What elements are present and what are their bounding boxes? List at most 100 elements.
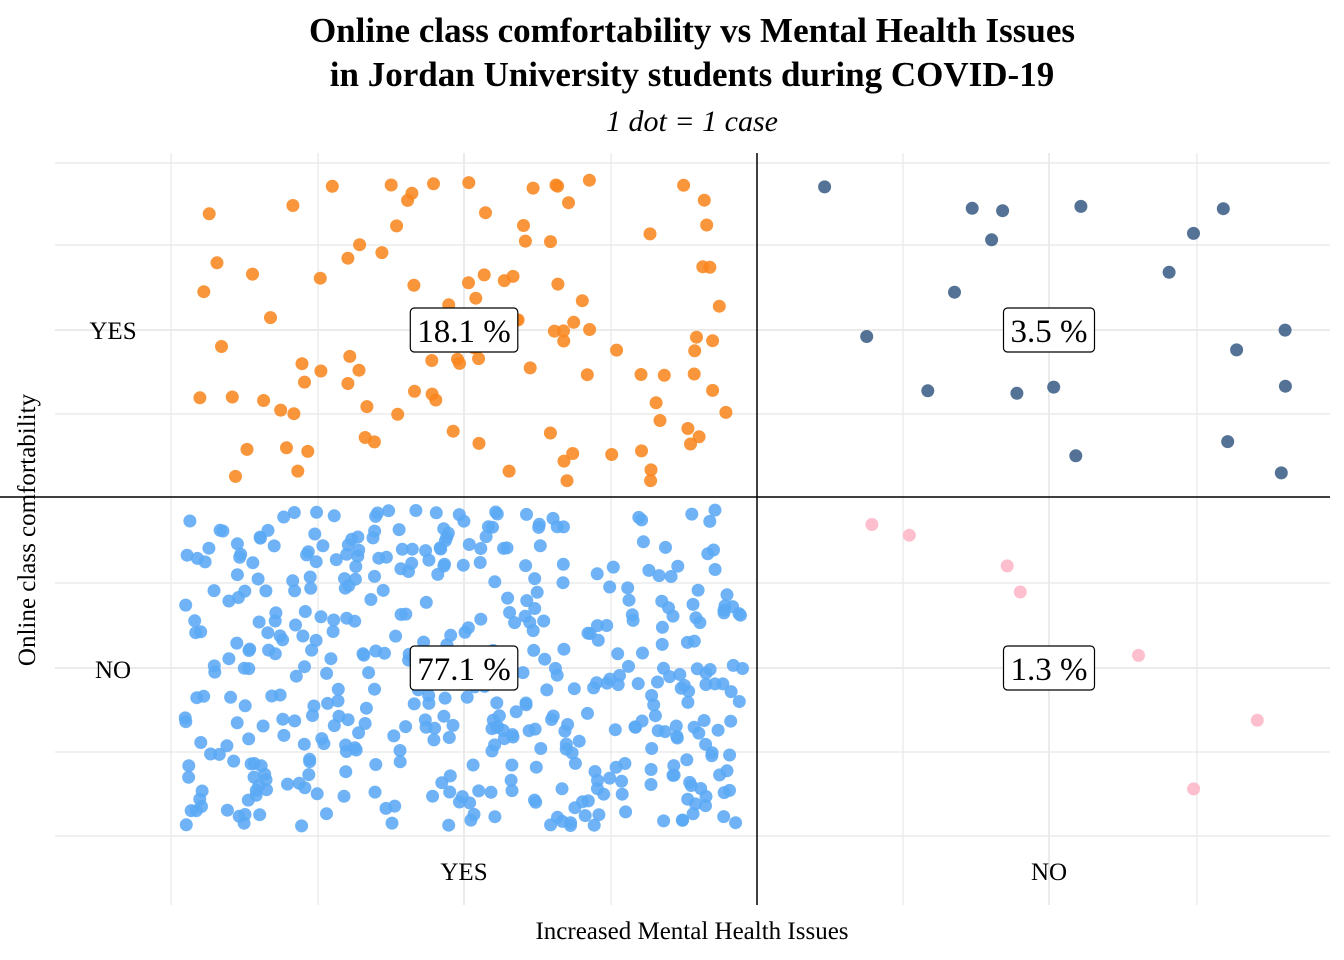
data-point [351,549,365,563]
data-point [1010,386,1024,400]
data-point [588,765,602,778]
data-point [368,569,381,583]
data-point [367,435,381,449]
data-point [669,719,683,733]
data-point [538,652,552,666]
data-point [242,732,256,746]
data-point [580,368,594,382]
data-point [551,277,565,291]
data-point [213,523,227,537]
data-point [303,752,317,766]
data-point [222,594,236,608]
data-point [985,233,999,247]
data-point [557,334,571,348]
data-point [267,539,281,553]
data-point [556,576,570,590]
data-point [699,799,712,813]
data-point [348,572,362,586]
data-point [462,176,476,190]
data-point [197,285,211,299]
data-point [202,207,216,221]
data-point [305,643,319,657]
data-point [1069,449,1083,463]
data-point [287,506,301,519]
data-point [310,787,324,801]
data-point [394,608,408,621]
data-point [446,718,460,732]
x-tick-label-no: NO [1031,859,1067,886]
data-point [341,713,355,727]
data-point [320,807,333,821]
data-point [339,765,353,779]
data-point [1187,782,1201,796]
data-point [706,383,720,397]
data-point [317,737,331,751]
data-point [467,807,481,821]
data-point [207,659,221,673]
data-point [1047,380,1061,394]
data-point [286,199,300,212]
data-points [178,173,1292,833]
data-point [508,616,522,630]
data-point [188,614,202,628]
percent-labels: 18.1 % 3.5 % 77.1 % 1.3 % [409,307,1096,691]
data-point [277,728,291,742]
data-point [626,613,640,627]
data-point [534,742,548,755]
data-point [392,523,406,537]
data-point [518,609,532,623]
data-point [528,602,542,615]
data-point [540,683,554,697]
data-point [708,503,722,517]
data-point [265,689,279,703]
data-point [1000,559,1014,573]
data-point [303,570,317,584]
y-axis-title: Online class comfortability [14,393,41,666]
data-point [442,731,456,744]
data-point [651,675,664,689]
data-point [667,759,681,773]
data-point [528,722,542,736]
data-point [438,557,451,571]
data-point [422,553,436,567]
data-point [179,818,193,832]
data-point [289,669,303,683]
data-point [509,705,523,719]
data-point [622,659,635,673]
data-point [635,444,648,458]
data-point [603,771,617,785]
data-point [409,504,423,517]
data-point [546,511,560,525]
data-point [472,436,486,450]
data-point [556,557,570,571]
data-point [1221,435,1235,449]
data-point [473,556,487,569]
data-point [551,179,565,193]
data-point [372,551,386,565]
data-point [675,813,689,827]
data-point [720,588,734,602]
data-point [723,748,737,762]
percent-label-text: 77.1 % [417,652,511,688]
data-point [405,556,419,570]
data-point [431,567,445,581]
data-point [300,548,314,562]
data-point [444,628,458,642]
data-point [316,539,330,553]
data-point [555,782,569,796]
data-point [680,753,694,767]
data-point [362,666,376,680]
data-point [657,368,671,382]
data-point [996,204,1010,218]
data-point [229,469,242,483]
data-point [298,781,312,795]
data-point [578,809,592,823]
data-point [184,804,198,818]
data-point [533,539,547,553]
data-point [276,712,290,726]
data-point [261,523,275,537]
data-point [687,720,701,734]
data-point [657,661,670,675]
data-point [657,814,671,828]
percent-label-box [1002,645,1096,691]
